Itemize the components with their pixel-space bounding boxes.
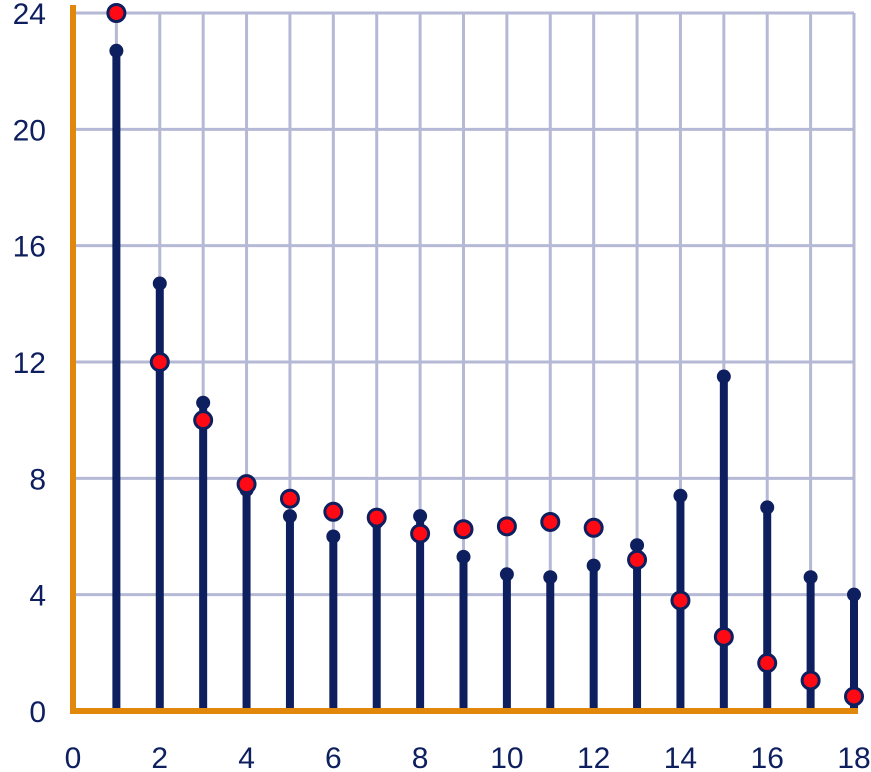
- x-tick-label: 16: [751, 742, 784, 772]
- data-point-marker: [713, 626, 734, 647]
- data-point-marker: [236, 474, 257, 495]
- stem-end-dot: [326, 529, 341, 544]
- stem-end-dot: [847, 587, 861, 602]
- x-tick-label: 12: [577, 742, 610, 772]
- data-point-marker: [323, 501, 344, 522]
- x-tick-label: 14: [664, 742, 697, 772]
- x-tick-label: 6: [325, 742, 342, 772]
- data-point-marker: [193, 410, 214, 431]
- stem-end-dot: [630, 538, 645, 553]
- y-tick-label: 0: [29, 696, 46, 729]
- x-tick-label: 2: [151, 742, 168, 772]
- data-point-marker: [844, 686, 864, 707]
- data-point-marker: [670, 590, 691, 611]
- stem-end-dot: [499, 567, 514, 582]
- stem-end-dot: [543, 570, 558, 585]
- data-point-marker: [583, 517, 604, 538]
- data-point-marker: [149, 352, 170, 372]
- y-tick-label: 20: [13, 114, 46, 147]
- stem-end-dot: [716, 369, 731, 384]
- stem-end-dot: [196, 395, 211, 410]
- data-point-marker: [627, 549, 648, 570]
- y-tick-label: 8: [29, 463, 46, 496]
- stem-end-dot: [760, 500, 775, 515]
- y-tick-label: 16: [13, 231, 46, 264]
- data-point-marker: [106, 3, 127, 23]
- stem-end-dot: [109, 43, 124, 58]
- stem-end-dot: [413, 509, 428, 524]
- stem-end-dot: [673, 488, 688, 503]
- x-tick-label: 8: [412, 742, 429, 772]
- x-tick-label: 18: [837, 742, 870, 772]
- stem-end-dot: [282, 509, 297, 524]
- x-tick-label: 4: [238, 742, 255, 772]
- stem-end-dot: [152, 276, 167, 291]
- stem-end-dot: [456, 549, 471, 564]
- data-point-marker: [800, 670, 821, 691]
- data-point-marker: [453, 519, 474, 540]
- axes: [70, 5, 858, 714]
- stem-end-dot: [586, 558, 601, 573]
- data-point-marker: [757, 653, 778, 674]
- x-tick-label: 0: [65, 742, 82, 772]
- y-tick-label: 12: [13, 347, 46, 380]
- y-tick-label: 4: [29, 580, 46, 613]
- data-point-marker: [410, 523, 431, 544]
- data-point-marker: [540, 511, 561, 532]
- marker-series: [106, 3, 864, 707]
- data-point-marker: [279, 488, 300, 509]
- stem-end-dot: [803, 570, 818, 585]
- data-point-marker: [366, 507, 387, 528]
- data-point-marker: [496, 516, 517, 537]
- y-tick-label: 24: [13, 0, 46, 31]
- y-axis-tick-labels: 0 4 8 12 16 20 24: [13, 0, 46, 729]
- stem-series: [109, 43, 861, 711]
- x-axis-tick-labels: 0 2 4 6 8 10 12 14 16 18: [65, 742, 871, 772]
- x-tick-label: 10: [490, 742, 523, 772]
